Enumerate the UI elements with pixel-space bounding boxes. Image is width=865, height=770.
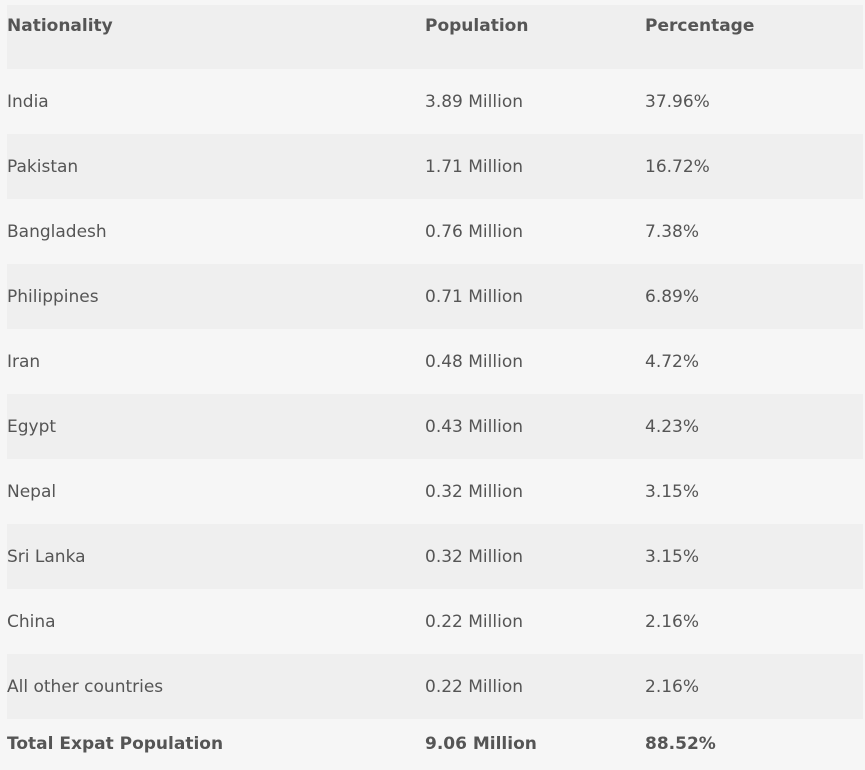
header-population: Population [425, 16, 529, 36]
population-cell: 0.48 Million [425, 351, 523, 372]
nationality-cell: Nepal [7, 481, 57, 502]
percentage-cell: 37.96% [645, 91, 710, 112]
population-cell: 0.22 Million [425, 611, 523, 632]
population-cell: 0.71 Million [425, 286, 523, 307]
percentage-cell: 4.23% [645, 416, 700, 437]
population-cell: 1.71 Million [425, 156, 523, 177]
table-row: Pakistan 1.71 Million 16.72% [7, 134, 863, 199]
table-row: Bangladesh 0.76 Million 7.38% [7, 199, 863, 264]
nationality-cell: Pakistan [7, 156, 79, 177]
percentage-cell: 2.16% [645, 676, 700, 697]
table-total-row: Total Expat Population 9.06 Million 88.5… [7, 719, 863, 763]
total-population: 9.06 Million [425, 734, 537, 754]
percentage-cell: 2.16% [645, 611, 700, 632]
nationality-cell: Egypt [7, 416, 57, 437]
table-header-row: Nationality Population Percentage [7, 5, 863, 69]
percentage-cell: 3.15% [645, 546, 700, 567]
total-label: Total Expat Population [7, 734, 224, 754]
nationality-cell: All other countries [7, 676, 164, 697]
table-row: Sri Lanka 0.32 Million 3.15% [7, 524, 863, 589]
nationality-cell: Bangladesh [7, 221, 107, 242]
table-row: Iran 0.48 Million 4.72% [7, 329, 863, 394]
table-row: All other countries 0.22 Million 2.16% [7, 654, 863, 719]
population-cell: 0.76 Million [425, 221, 523, 242]
header-percentage: Percentage [645, 16, 755, 36]
nationality-cell: India [7, 91, 49, 112]
population-cell: 0.22 Million [425, 676, 523, 697]
table-row: Egypt 0.43 Million 4.23% [7, 394, 863, 459]
population-cell: 0.43 Million [425, 416, 523, 437]
percentage-cell: 16.72% [645, 156, 710, 177]
population-cell: 0.32 Million [425, 481, 523, 502]
table-row: Philippines 0.71 Million 6.89% [7, 264, 863, 329]
nationality-cell: China [7, 611, 56, 632]
header-nationality: Nationality [7, 16, 113, 36]
percentage-cell: 7.38% [645, 221, 700, 242]
population-cell: 0.32 Million [425, 546, 523, 567]
expat-population-table: Nationality Population Percentage India … [7, 5, 863, 763]
nationality-cell: Philippines [7, 286, 99, 307]
percentage-cell: 6.89% [645, 286, 700, 307]
total-percentage: 88.52% [645, 734, 716, 754]
nationality-cell: Sri Lanka [7, 546, 86, 567]
table-row: Nepal 0.32 Million 3.15% [7, 459, 863, 524]
percentage-cell: 4.72% [645, 351, 700, 372]
table-row: China 0.22 Million 2.16% [7, 589, 863, 654]
percentage-cell: 3.15% [645, 481, 700, 502]
nationality-cell: Iran [7, 351, 41, 372]
table-row: India 3.89 Million 37.96% [7, 69, 863, 134]
population-cell: 3.89 Million [425, 91, 523, 112]
